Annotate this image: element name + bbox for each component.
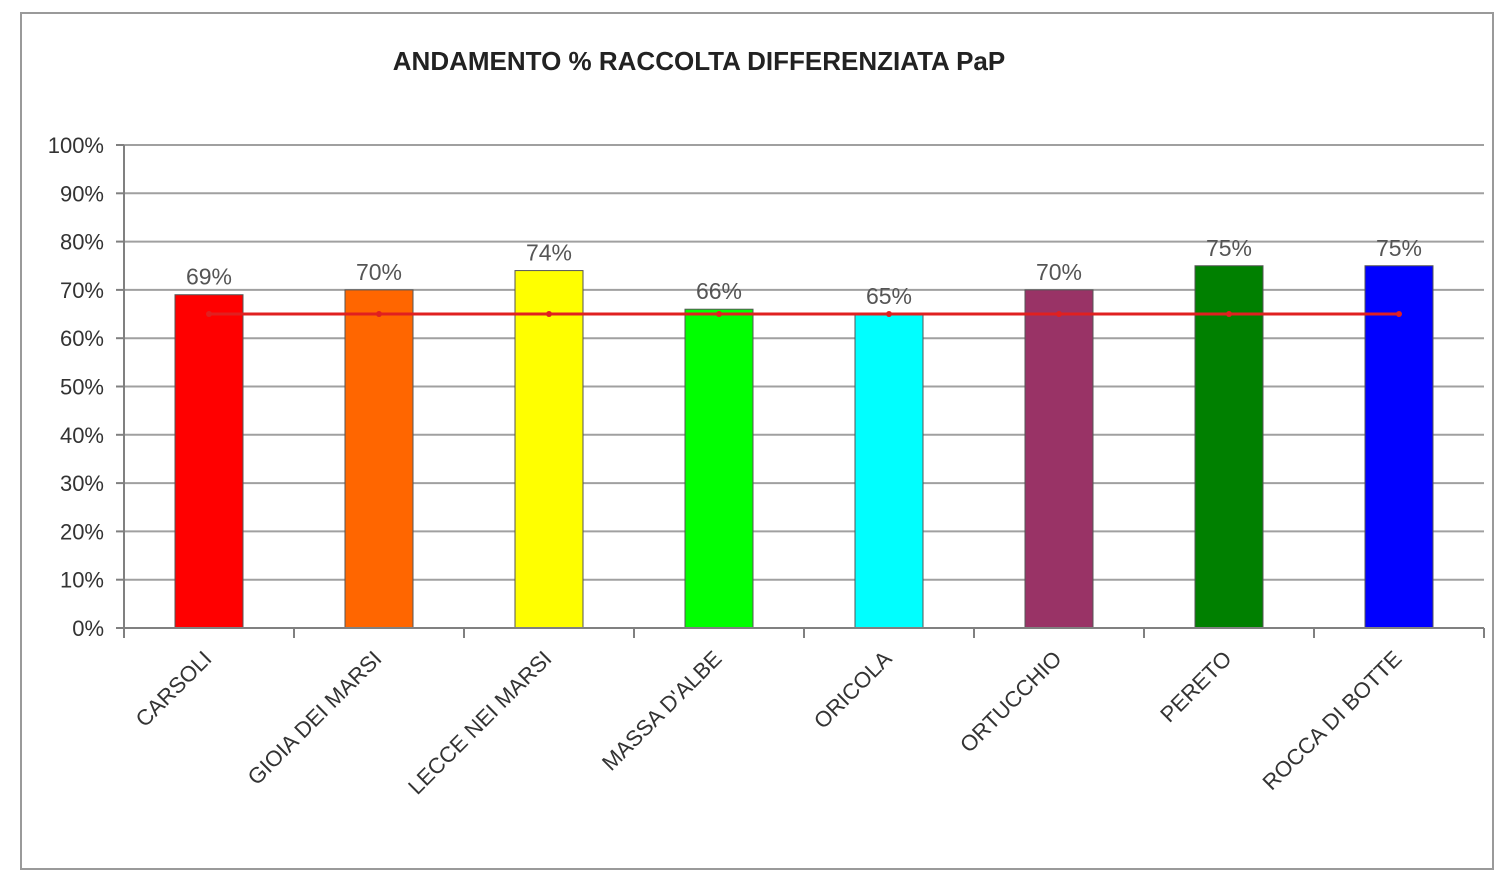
bar xyxy=(1364,265,1434,629)
bar xyxy=(1194,265,1264,629)
chart-frame: ANDAMENTO % RACCOLTA DIFFERENZIATA PaP 0… xyxy=(20,12,1494,870)
bar-chart: ANDAMENTO % RACCOLTA DIFFERENZIATA PaP 0… xyxy=(48,46,1485,799)
y-tick-label: 10% xyxy=(60,568,104,593)
bar-data-label: 70% xyxy=(1036,259,1082,285)
reference-line-marker xyxy=(1226,311,1232,318)
chart-title: ANDAMENTO % RACCOLTA DIFFERENZIATA PaP xyxy=(393,46,1005,76)
x-category-label: PERETO xyxy=(1155,646,1236,727)
x-category-label: LECCE NEI MARSI xyxy=(403,646,556,799)
bar xyxy=(514,270,584,629)
reference-line-marker xyxy=(206,311,212,318)
y-tick-label: 60% xyxy=(60,326,104,351)
y-tick-label: 80% xyxy=(60,230,104,255)
bar-data-label: 69% xyxy=(186,264,232,290)
x-category-label: MASSA D'ALBE xyxy=(597,646,727,776)
data-labels: 69% 70% 74% 66% 65% 70% 75% 75% xyxy=(186,235,1422,309)
reference-line-marker xyxy=(546,311,552,318)
x-category-label: CARSOLI xyxy=(131,646,217,732)
y-tick-label: 40% xyxy=(60,423,104,448)
x-category-label: ORTUCCHIO xyxy=(955,646,1067,758)
axes: 0% 10% 20% 30% 40% 50% 60% 70% 80% 90% 100% CARSOLI… xyxy=(48,133,1485,799)
bar xyxy=(344,289,414,629)
gridlines xyxy=(124,144,1484,581)
reference-line-marker xyxy=(1056,311,1062,318)
y-tick-label: 100% xyxy=(48,133,104,158)
x-category-label: ORICOLA xyxy=(809,646,897,734)
reference-line xyxy=(206,311,1402,318)
bar-data-label: 75% xyxy=(1376,235,1422,261)
reference-line-marker xyxy=(886,311,892,318)
y-tick-label: 30% xyxy=(60,471,104,496)
bar xyxy=(1024,289,1094,629)
y-tick-label: 20% xyxy=(60,519,104,544)
bar xyxy=(854,313,924,629)
bar-data-label: 74% xyxy=(526,240,572,266)
bar xyxy=(174,294,244,629)
bar-data-label: 75% xyxy=(1206,235,1252,261)
y-tick-label: 50% xyxy=(60,375,104,400)
bar xyxy=(684,308,754,629)
x-category-label: ROCCA DI BOTTE xyxy=(1257,646,1406,795)
y-tick-label: 70% xyxy=(60,278,104,303)
reference-line-marker xyxy=(376,311,382,318)
y-tick-label: 0% xyxy=(72,616,104,641)
bar-data-label: 66% xyxy=(696,278,742,304)
bar-data-label: 70% xyxy=(356,259,402,285)
x-category-label: GIOIA DEI MARSI xyxy=(243,646,387,790)
reference-line-marker xyxy=(1396,311,1402,318)
reference-line-marker xyxy=(716,311,722,318)
y-tick-label: 90% xyxy=(60,181,104,206)
bar-data-label: 65% xyxy=(866,283,912,309)
bars xyxy=(174,265,1434,629)
